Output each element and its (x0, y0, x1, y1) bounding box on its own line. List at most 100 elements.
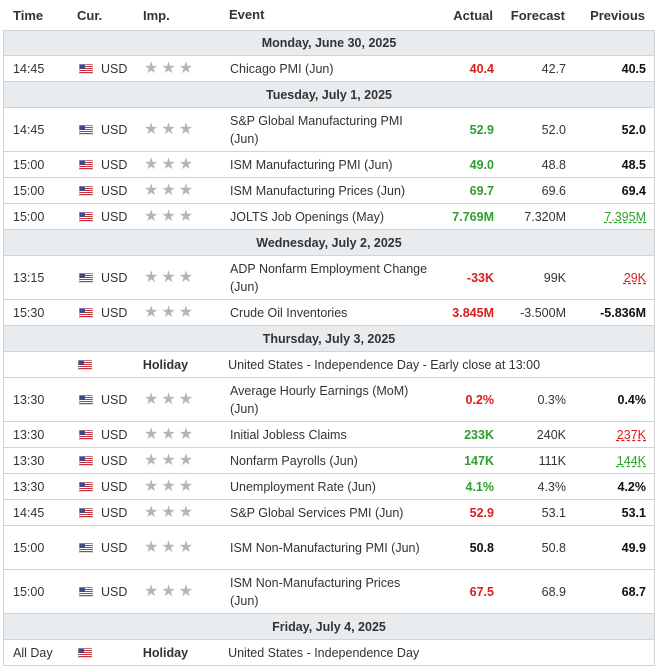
event-previous: 52.0 (566, 123, 646, 137)
currency-code: USD (101, 584, 128, 599)
event-row[interactable]: 15:30 USD ★ ★ ★ Crude Oil Inventories 3.845M -3… (3, 300, 655, 326)
event-row[interactable]: 14:45 USD ★ ★ ★ S&P Global Manufacturing PMI … (3, 108, 655, 152)
event-previous: 53.1 (566, 506, 646, 520)
event-name[interactable]: ISM Non-Manufacturing Prices (Jun) (230, 575, 401, 608)
previous-value: 68.7 (621, 584, 646, 599)
event-row[interactable]: 15:00 USD ★ ★ ★ JOLTS Job Openings (May) 7.769… (3, 204, 655, 230)
event-currency: USD (74, 210, 136, 224)
event-previous: 40.5 (566, 62, 646, 76)
event-row[interactable]: 15:00 USD ★ ★ ★ ISM Manufacturing PMI (Jun) 49… (3, 152, 655, 178)
currency-code: USD (101, 122, 128, 137)
event-name[interactable]: Chicago PMI (Jun) (230, 61, 334, 76)
us-flag-icon (79, 429, 93, 440)
event-row[interactable]: 13:15 USD ★ ★ ★ ADP Nonfarm Employment Change… (3, 256, 655, 300)
calendar-body: Monday, June 30, 2025 14:45 USD ★ ★ ★ Chicago … (3, 30, 655, 666)
event-forecast: 0.3% (537, 392, 567, 407)
event-forecast: 111K (538, 453, 566, 468)
event-time: 15:00 (13, 183, 45, 198)
event-name[interactable]: Nonfarm Payrolls (Jun) (230, 453, 358, 468)
star-icon: ★ (178, 181, 194, 199)
event-previous: 144K (566, 454, 646, 468)
previous-value: 48.5 (621, 157, 646, 172)
importance-stars: ★ ★ ★ (136, 477, 230, 495)
event-row[interactable]: 13:30 USD ★ ★ ★ Average Hourly Earnings (MoM)… (3, 378, 655, 422)
event-name[interactable]: ISM Manufacturing Prices (Jun) (230, 183, 406, 198)
importance-stars: ★ ★ ★ (136, 156, 230, 173)
col-importance[interactable]: Imp. (143, 7, 170, 23)
day-header: Wednesday, July 2, 2025 (3, 230, 655, 256)
column-header-row: Time Cur. Imp. Event Actual Forecast Pre… (3, 0, 655, 30)
col-time[interactable]: Time (13, 7, 44, 23)
importance-stars: ★ ★ ★ (136, 390, 230, 408)
star-icon: ★ (144, 181, 159, 199)
event-row[interactable]: 13:30 USD ★ ★ ★ Nonfarm Payrolls (Jun) 147K 111… (3, 448, 655, 474)
star-icon: ★ (144, 390, 159, 408)
holiday-row: Holiday United States - Independence Day … (3, 352, 655, 378)
previous-value: 52.0 (621, 122, 646, 137)
event-row[interactable]: 15:00 USD ★ ★ ★ ISM Manufacturing Prices (Jun… (3, 178, 655, 204)
event-time: 15:00 (13, 209, 45, 224)
event-previous: 237K (566, 428, 646, 442)
us-flag-icon (79, 586, 93, 597)
event-name[interactable]: JOLTS Job Openings (May) (230, 209, 384, 224)
importance-stars: ★ ★ ★ (136, 583, 230, 600)
star-icon: ★ (161, 268, 176, 286)
event-actual: 52.9 (469, 122, 494, 137)
star-icon: ★ (144, 303, 159, 321)
event-name[interactable]: Unemployment Rate (Jun) (230, 479, 376, 494)
col-previous[interactable]: Previous (590, 7, 645, 23)
event-time: 13:30 (13, 479, 45, 494)
importance-stars: ★ ★ ★ (136, 504, 230, 521)
event-currency: USD (74, 541, 136, 555)
event-currency: USD (74, 428, 136, 442)
event-row[interactable]: 13:30 USD ★ ★ ★ Unemployment Rate (Jun) 4.1% 4.… (3, 474, 655, 500)
us-flag-icon (79, 455, 93, 466)
event-previous: 68.7 (566, 585, 646, 599)
event-name[interactable]: United States - Independence Day - Early… (228, 357, 541, 372)
event-name[interactable]: ISM Manufacturing PMI (Jun) (230, 157, 393, 172)
event-currency: USD (74, 184, 136, 198)
event-actual: -33K (466, 270, 494, 285)
us-flag-icon (78, 647, 93, 658)
event-name[interactable]: Initial Jobless Claims (230, 427, 347, 442)
event-forecast: 50.8 (541, 540, 566, 555)
event-row[interactable]: 14:45 USD ★ ★ ★ S&P Global Services PMI (Jun)… (3, 500, 655, 526)
event-row[interactable]: 15:00 USD ★ ★ ★ ISM Non-Manufacturing Prices … (3, 570, 655, 614)
event-time: 15:00 (13, 540, 45, 555)
event-time: 13:30 (13, 392, 45, 407)
event-name[interactable]: ADP Nonfarm Employment Change (Jun) (230, 261, 428, 294)
event-row[interactable]: 14:45 USD ★ ★ ★ Chicago PMI (Jun) 40.4 42.7 40.5 (3, 56, 655, 82)
col-currency[interactable]: Cur. (77, 7, 103, 23)
col-event[interactable]: Event (229, 7, 265, 22)
event-actual: 3.845M (452, 305, 494, 320)
importance-stars: ★ ★ ★ (136, 303, 230, 321)
event-time: All Day (13, 645, 53, 660)
col-actual[interactable]: Actual (453, 7, 493, 23)
event-previous: -5.836M (566, 306, 646, 320)
us-flag-icon (79, 124, 93, 135)
star-icon: ★ (178, 303, 194, 321)
event-currency: USD (74, 454, 136, 468)
event-name[interactable]: S&P Global Manufacturing PMI (Jun) (230, 113, 403, 146)
event-actual: 233K (464, 427, 494, 442)
event-actual: 67.5 (469, 584, 494, 599)
event-name[interactable]: ISM Non-Manufacturing PMI (Jun) (230, 540, 420, 555)
us-flag-icon (78, 359, 93, 370)
event-previous: 49.9 (566, 541, 646, 555)
previous-value: -5.836M (600, 305, 646, 320)
currency-code: USD (101, 305, 128, 320)
event-forecast: 4.3% (537, 479, 567, 494)
event-name[interactable]: United States - Independence Day (228, 645, 420, 660)
previous-value: 53.1 (621, 505, 646, 520)
event-name[interactable]: S&P Global Services PMI (Jun) (230, 505, 404, 520)
event-row[interactable]: 15:00 USD ★ ★ ★ ISM Non-Manufacturing PMI (Ju… (3, 526, 655, 570)
event-name[interactable]: Crude Oil Inventories (230, 305, 348, 320)
event-name[interactable]: Average Hourly Earnings (MoM) (Jun) (230, 383, 409, 416)
currency-code: USD (101, 479, 128, 494)
previous-value: 144K (616, 453, 646, 468)
star-icon: ★ (178, 390, 194, 408)
importance-holiday: Holiday (142, 645, 189, 660)
col-forecast[interactable]: Forecast (510, 7, 565, 23)
star-icon: ★ (161, 477, 176, 495)
event-row[interactable]: 13:30 USD ★ ★ ★ Initial Jobless Claims 233K 240… (3, 422, 655, 448)
